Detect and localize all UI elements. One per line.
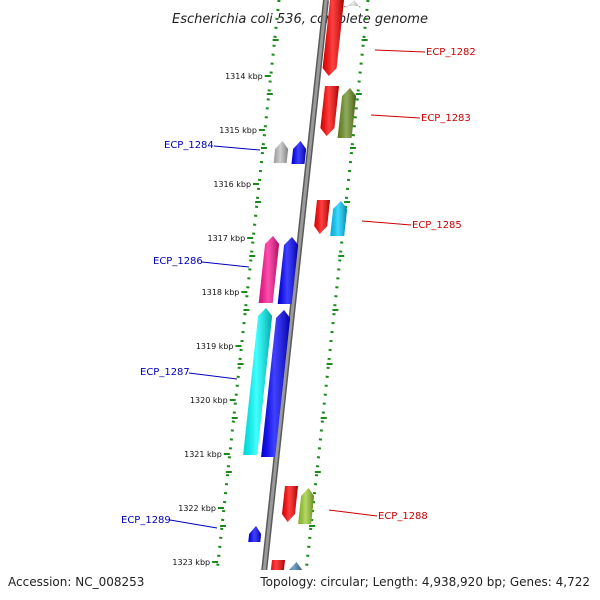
gene-arrow-ecp-1289[interactable] — [248, 526, 262, 542]
leader-line — [169, 519, 218, 529]
tick-label: 1320 kbp — [190, 396, 228, 405]
genome-backbone — [258, 0, 329, 600]
map-title: Escherichia coli 536, complete genome — [172, 12, 428, 27]
tick-label: 1321 kbp — [184, 450, 222, 459]
footer-background — [0, 570, 600, 600]
tick-label: 1323 kbp — [172, 558, 210, 567]
leader-line — [361, 220, 412, 226]
tick-label: 1314 kbp — [225, 72, 263, 81]
leader-line — [370, 114, 421, 119]
gene-arrow-ecp-1287a[interactable] — [243, 308, 273, 455]
accession-text: Accession: NC_008253 — [8, 575, 144, 589]
gene-arrow-ecp-1282[interactable] — [322, 0, 344, 76]
gene-label-ecp-1283[interactable]: ECP_1283 — [421, 113, 471, 124]
leader-line — [374, 49, 426, 53]
gene-features — [243, 0, 361, 600]
tick-label: 1319 kbp — [196, 342, 234, 351]
gene-arrow-ecp-1288a[interactable] — [282, 486, 298, 522]
tick-label: 1317 kbp — [208, 234, 246, 243]
gene-arrow-ecp-1287b[interactable] — [261, 310, 291, 457]
gene-label-ecp-1289[interactable]: ECP_1289 — [121, 515, 171, 526]
dotted-ruler-2 — [301, 0, 370, 600]
gene-label-ecp-1284[interactable]: ECP_1284 — [164, 140, 214, 151]
gene-arrow-ecp-1286a[interactable] — [258, 236, 280, 303]
gene-label-ecp-1285[interactable]: ECP_1285 — [412, 220, 462, 231]
tick-label: 1315 kbp — [219, 126, 257, 135]
leader-line — [328, 509, 378, 517]
gene-arrow-ecp-1284a[interactable] — [273, 141, 289, 163]
tick-label: 1316 kbp — [213, 180, 251, 189]
leader-line — [213, 145, 261, 151]
gene-arrow-ecp-1285a[interactable] — [314, 200, 330, 234]
gene-label-ecp-1282[interactable]: ECP_1282 — [426, 47, 476, 58]
leader-line — [201, 261, 250, 268]
gene-arrow-ecp-1288b[interactable] — [298, 488, 315, 524]
leader-line — [188, 372, 238, 380]
genome-summary-text: Topology: circular; Length: 4,938,920 bp… — [259, 575, 590, 589]
gene-arrow-ecp-1286b[interactable] — [277, 237, 299, 304]
gene-arrow-ecp-1285b[interactable] — [330, 201, 348, 236]
gene-arrow-top-lightgray[interactable] — [346, 0, 361, 8]
gene-arrow-ecp-1283b[interactable] — [337, 88, 357, 138]
dotted-ruler-1 — [212, 0, 281, 600]
gene-label-ecp-1286[interactable]: ECP_1286 — [153, 256, 203, 267]
gene-arrow-ecp-1283a[interactable] — [320, 86, 339, 136]
tick-label: 1322 kbp — [178, 504, 216, 513]
label-leader-lines — [169, 49, 426, 529]
coordinate-ticks: 1314 kbp 1315 kbp 1316 kbp 1317 kbp 1318 kbp… — [172, 72, 271, 567]
gene-label-ecp-1288[interactable]: ECP_1288 — [378, 511, 428, 522]
tick-label: 1318 kbp — [202, 288, 240, 297]
gene-arrow-ecp-1284b[interactable] — [291, 141, 307, 164]
gene-label-ecp-1287[interactable]: ECP_1287 — [140, 367, 190, 378]
